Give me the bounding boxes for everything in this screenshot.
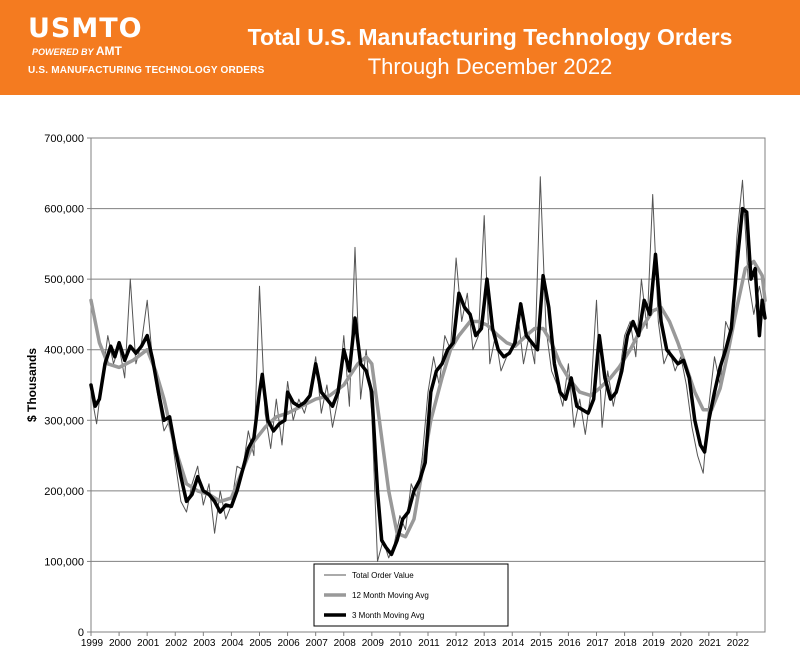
legend-label-3: 3 Month Moving Avg [352, 611, 424, 620]
series-line-3 [89, 206, 767, 557]
x-tick-label: 2020 [671, 638, 694, 649]
chart-axes: 0 100,000 200,000 300,000 400,000 500,000 600,… [25, 133, 749, 649]
usmto-logo: USMTO POWERED BY AMT U.S. MANUFACTURING … [28, 14, 264, 79]
logo-subtitle: U.S. MANUFACTURING TECHNOLOGY ORDERS [28, 65, 265, 76]
x-tick-label: 1999 [81, 638, 104, 649]
legend-label-2: 12 Month Moving Avg [352, 591, 429, 600]
x-tick-label: 2011 [418, 638, 440, 649]
chart-series [89, 176, 767, 562]
x-tick-label: 2014 [502, 638, 525, 649]
y-tick-label: 600,000 [44, 204, 84, 216]
x-tick-label: 2016 [558, 638, 581, 649]
x-tick-label: 2012 [446, 638, 469, 649]
x-tick-label: 2006 [277, 638, 300, 649]
y-tick-label: 400,000 [44, 345, 84, 357]
line-chart: 0 100,000 200,000 300,000 400,000 500,000 600,… [25, 133, 767, 649]
x-tick-label: 2004 [221, 638, 244, 649]
logo-powered-by: POWERED BY AMT [32, 44, 264, 59]
legend-box [313, 563, 509, 627]
y-tick-label: 300,000 [44, 415, 84, 427]
y-tick-label: 200,000 [44, 486, 84, 498]
y-tick-label: 500,000 [44, 274, 84, 286]
x-tick-label: 2018 [614, 638, 637, 649]
x-tick-label: 2007 [306, 638, 329, 649]
logo-powered-text: POWERED BY [32, 47, 94, 57]
x-tick-label: 2000 [109, 638, 132, 649]
x-tick-label: 2017 [586, 638, 609, 649]
chart-legend: Total Order Value 12 Month Moving Avg 3 Mo… [313, 563, 509, 627]
legend-label-1: Total Order Value [352, 571, 414, 580]
page-title: Total U.S. Manufacturing Technology Orde… [247, 24, 733, 50]
header-titles: Total U.S. Manufacturing Technology Orde… [240, 22, 740, 82]
x-tick-label: 2002 [165, 638, 188, 649]
plot-area [90, 137, 766, 633]
x-tick-label: 2019 [643, 638, 666, 649]
x-tick-label: 2009 [362, 638, 385, 649]
series-line-1 [90, 176, 766, 562]
y-tick-label: 700,000 [44, 133, 84, 145]
y-tick-label: 0 [78, 627, 84, 639]
x-tick-label: 2013 [474, 638, 497, 649]
x-tick-label: 2010 [390, 638, 413, 649]
x-tick-label: 2008 [334, 638, 357, 649]
x-tick-label: 2015 [530, 638, 553, 649]
x-tick-label: 2003 [193, 638, 216, 649]
y-axis-label: $ Thousands [25, 348, 39, 422]
logo-brand: AMT [95, 44, 122, 58]
y-tick-label: 100,000 [44, 556, 84, 568]
x-tick-label: 2021 [699, 638, 722, 649]
logo-wordmark: USMTO [28, 13, 143, 44]
x-tick-label: 2022 [727, 638, 750, 649]
page-subtitle: Through December 2022 [367, 54, 613, 79]
x-tick-label: 2005 [249, 638, 272, 649]
chart-grid [90, 137, 766, 633]
x-tick-label: 2001 [137, 638, 160, 649]
header-banner: USMTO POWERED BY AMT U.S. MANUFACTURING … [0, 0, 800, 95]
